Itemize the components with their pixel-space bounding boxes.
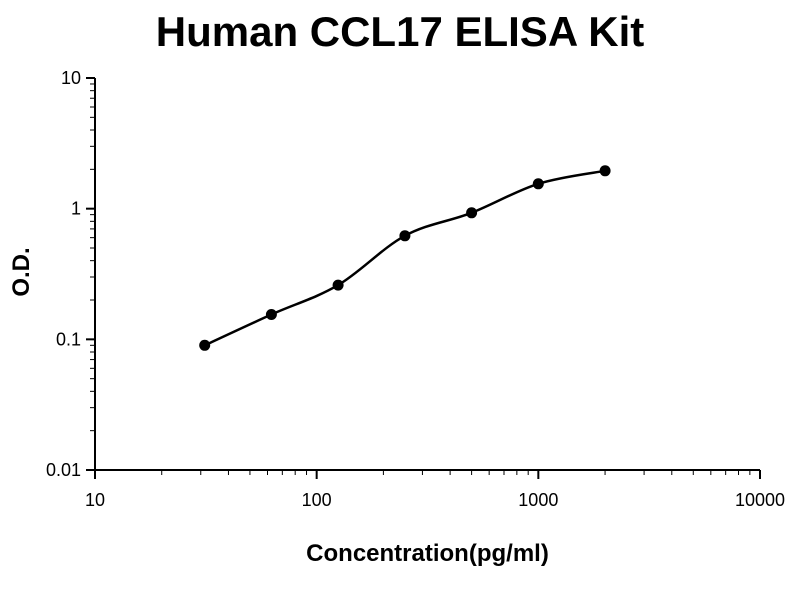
- x-axis-label: Concentration(pg/ml): [306, 540, 549, 567]
- x-tick-label: 1000: [518, 490, 558, 510]
- data-point-marker: [532, 178, 544, 190]
- axis-lines: [94, 78, 760, 471]
- y-tick-label: 10: [61, 68, 81, 88]
- data-point-marker: [265, 309, 277, 320]
- x-tick-label: 10: [85, 490, 105, 510]
- data-point-marker: [599, 165, 611, 177]
- chart-title: Human CCL17 ELISA Kit: [155, 8, 645, 55]
- data-point-marker: [399, 230, 411, 242]
- data-point-marker: [466, 207, 478, 219]
- data-point-marker: [332, 279, 344, 291]
- y-tick-label: 0.1: [56, 329, 81, 349]
- y-tick-label: 0.01: [46, 460, 81, 480]
- standard-curve-line: [204, 169, 606, 347]
- x-tick-label: 100: [302, 490, 332, 510]
- y-tick-label: 1: [71, 199, 81, 219]
- x-tick-label: 10000: [735, 490, 785, 510]
- data-point-marker: [199, 339, 211, 351]
